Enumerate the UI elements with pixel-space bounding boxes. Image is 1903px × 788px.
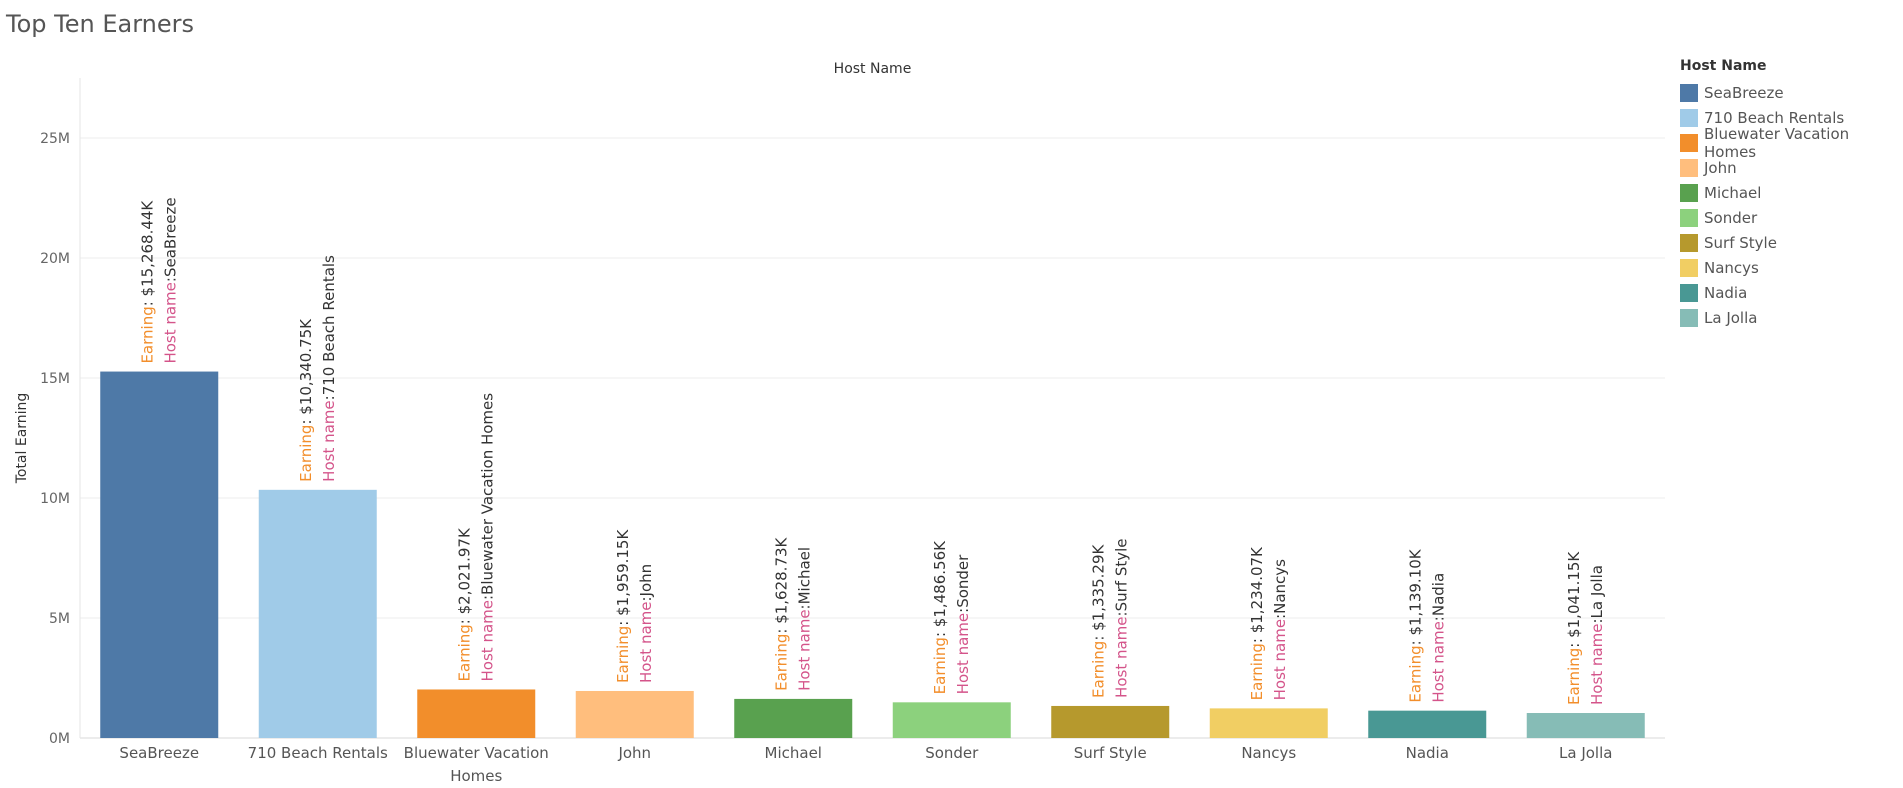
legend-item[interactable]: La Jolla (1680, 305, 1903, 330)
legend-label: La Jolla (1704, 308, 1758, 327)
legend-swatch (1680, 283, 1698, 302)
bar (575, 690, 694, 738)
legend-label: Surf Style (1704, 233, 1777, 252)
legend-label: SeaBreeze (1704, 83, 1784, 102)
data-label-host: Host name:Nancys (1271, 559, 1289, 701)
legend-item[interactable]: Bluewater Vacation Homes (1680, 125, 1903, 161)
legend-items: SeaBreeze 710 Beach Rentals Bluewater Vaca… (1680, 80, 1903, 330)
bar (1051, 705, 1170, 738)
data-label-earning: Earning: $1,628.73K (772, 536, 790, 690)
legend-item[interactable]: SeaBreeze (1680, 80, 1903, 105)
data-label-earning: Earning: $1,234.07K (1248, 546, 1266, 700)
legend-swatch (1680, 158, 1698, 177)
data-label-host: Host name:Bluewater Vacation Homes (478, 393, 496, 682)
legend-label: Bluewater Vacation Homes (1704, 124, 1850, 161)
x-tick-label: Homes (450, 767, 502, 785)
legend-swatch (1680, 233, 1698, 252)
y-tick-label: 15M (40, 371, 70, 387)
data-label-host: Host name:Michael (795, 547, 813, 691)
data-label-earning: Earning: $1,041.15K (1565, 551, 1583, 705)
data-label-earning: Earning: $2,021.97K (455, 527, 473, 681)
data-label-earning: Earning: $15,268.44K (138, 200, 156, 364)
data-label-host: Host name:John (637, 564, 655, 683)
y-tick-label: 20M (40, 251, 70, 267)
chart-header: Host Name (834, 61, 912, 77)
y-tick-label: 10M (40, 491, 70, 507)
bar (1209, 708, 1328, 738)
legend-swatch (1680, 183, 1698, 202)
legend-swatch (1680, 83, 1698, 102)
legend-swatch (1680, 133, 1698, 152)
x-tick-label: 710 Beach Rentals (248, 744, 388, 762)
data-label-host: Host name:Nadia (1429, 573, 1447, 703)
x-tick-label: SeaBreeze (119, 744, 199, 762)
legend-label: Sonder (1704, 208, 1758, 227)
bar-chart: Host Name 0M 5M 10M 15M 20M 25M Total Earning Se… (14, 61, 1665, 785)
bar (417, 689, 536, 738)
bar (1368, 710, 1487, 738)
x-tick-label: Michael (765, 744, 822, 762)
legend-title: Host Name (1680, 58, 1767, 74)
bar (892, 702, 1011, 738)
x-tick-label: Bluewater Vacation (404, 744, 549, 762)
x-tick-label: Nancys (1241, 744, 1296, 762)
data-label-host: Host name:La Jolla (1588, 565, 1606, 705)
page-title: Top Ten Earners (6, 10, 194, 38)
x-tick-label: Nadia (1406, 744, 1449, 762)
data-label-earning: Earning: $10,340.75K (297, 318, 315, 482)
legend-item[interactable]: Nadia (1680, 280, 1903, 305)
legend-item[interactable]: Surf Style (1680, 230, 1903, 255)
x-tick-label: La Jolla (1559, 744, 1612, 762)
legend-item[interactable]: Michael (1680, 180, 1903, 205)
legend-item[interactable]: Sonder (1680, 205, 1903, 230)
data-label-earning: Earning: $1,139.10K (1406, 548, 1424, 702)
legend-label: Michael (1704, 183, 1762, 202)
legend-swatch (1680, 258, 1698, 277)
legend-label: 710 Beach Rentals (1704, 108, 1845, 127)
legend-swatch (1680, 108, 1698, 127)
legend-label: John (1704, 158, 1737, 177)
legend-item[interactable]: 710 Beach Rentals (1680, 105, 1903, 130)
data-label-host: Host name:710 Beach Rentals (320, 255, 338, 482)
legend: Host Name SeaBreeze 710 Beach Rentals Blue… (1680, 58, 1903, 330)
bar (258, 489, 377, 738)
x-tick-label: John (617, 744, 651, 762)
y-axis-label: Total Earning (14, 393, 30, 485)
y-tick-label: 25M (40, 131, 70, 147)
legend-swatch (1680, 308, 1698, 327)
data-label-earning: Earning: $1,486.56K (931, 540, 949, 694)
y-tick-label: 0M (49, 731, 70, 747)
y-tick-label: 5M (49, 611, 70, 627)
x-tick-label: Surf Style (1074, 744, 1147, 762)
legend-label: Nancys (1704, 258, 1759, 277)
legend-item[interactable]: Nancys (1680, 255, 1903, 280)
legend-item[interactable]: John (1680, 155, 1903, 180)
data-label-host: Host name:Sonder (954, 554, 972, 694)
data-label-earning: Earning: $1,959.15K (614, 529, 632, 683)
data-label-earning: Earning: $1,335.29K (1089, 544, 1107, 698)
data-label-host: Host name:Surf Style (1112, 538, 1130, 697)
bar (1526, 713, 1645, 738)
bar (100, 371, 219, 738)
x-tick-label: Sonder (925, 744, 979, 762)
bar (734, 698, 853, 738)
legend-swatch (1680, 208, 1698, 227)
legend-label: Nadia (1704, 283, 1748, 302)
data-label-host: Host name:SeaBreeze (161, 197, 179, 363)
